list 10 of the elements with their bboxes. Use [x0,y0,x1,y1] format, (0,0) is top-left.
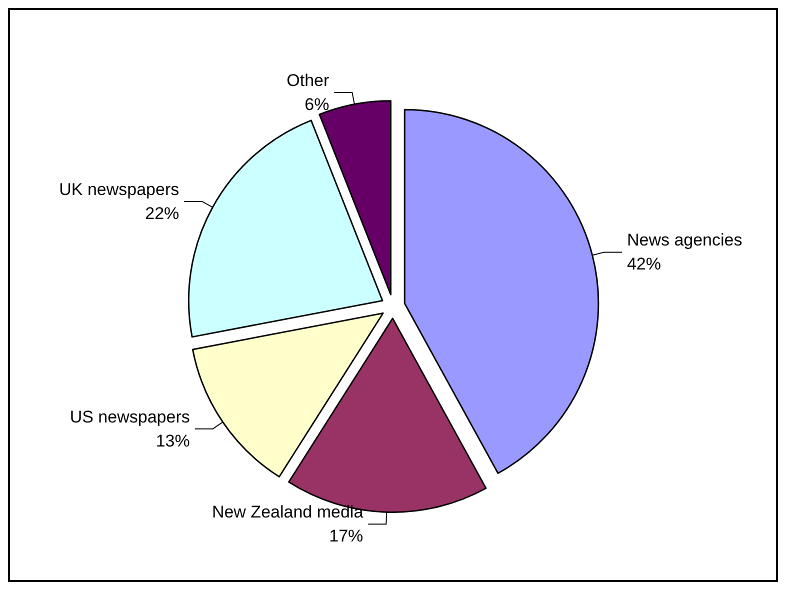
data-label: 22% [145,204,180,223]
slice-label: US newspapers [70,407,190,426]
data-label: 6% [304,94,330,114]
data-label: 17% [329,526,364,546]
slice-label: UK newspapers [59,180,180,199]
slice-label: Other [286,70,330,90]
slice-label: New Zealand media [212,502,364,522]
slice-label: News agencies [626,230,742,250]
data-label: 42% [626,254,661,274]
data-label: 13% [156,431,190,450]
